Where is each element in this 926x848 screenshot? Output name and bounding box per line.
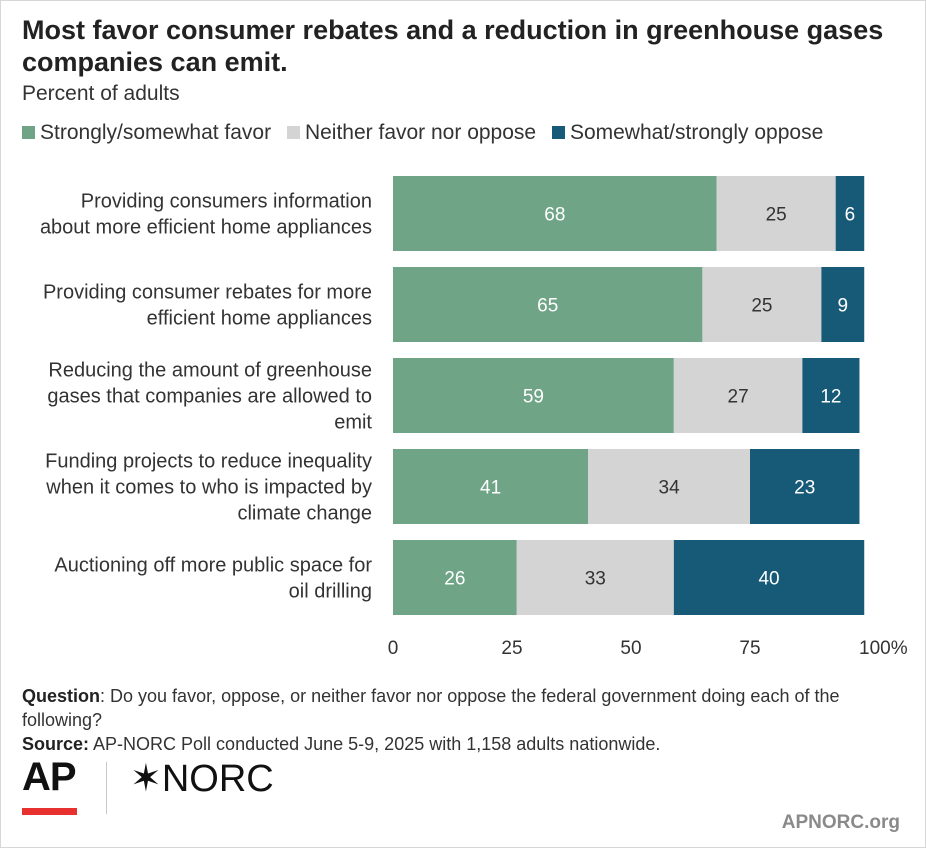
data-label: 34 [659, 478, 681, 499]
bar-segment [673, 540, 865, 615]
data-label: 23 [794, 478, 815, 499]
source-note: Source: AP-NORC Poll conducted June 5-9,… [22, 732, 902, 756]
data-label: 65 [537, 296, 558, 317]
chart-title: Most favor consumer rebates and a reduct… [22, 15, 884, 77]
norc-logo: ✶NORC [130, 758, 274, 800]
legend-label-oppose: Somewhat/strongly oppose [569, 121, 824, 144]
x-tick-label: 25 [501, 638, 522, 659]
source-label: Source: [22, 734, 90, 754]
footer-notes: Question: Do you favor, oppose, or neith… [22, 684, 902, 756]
bar-segment [702, 267, 822, 342]
bar-segment [393, 176, 717, 251]
data-label: 25 [751, 296, 772, 317]
category-label: Auctioning off more public space for oil … [54, 555, 372, 603]
x-tick-label: 75 [739, 638, 760, 659]
data-label: 9 [838, 296, 849, 317]
data-label: 41 [480, 478, 501, 499]
legend: Strongly/somewhat favor Neither favor no… [22, 121, 833, 145]
stacked-bar-chart: Providing consumers information about mor… [40, 176, 908, 659]
category-label: Reducing the amount of greenhouse gases t… [47, 360, 372, 434]
data-label: 33 [585, 569, 606, 590]
question-label: Question [22, 686, 101, 706]
data-label: 6 [845, 205, 856, 226]
category-label: Providing consumers information about mor… [40, 191, 372, 239]
data-label: 27 [728, 387, 749, 408]
legend-label-favor: Strongly/somewhat favor [40, 121, 272, 144]
chart-subtitle: Percent of adults [22, 82, 180, 105]
bar-segment [716, 176, 836, 251]
data-label: 26 [444, 569, 465, 590]
logo-divider [106, 762, 107, 814]
legend-item-favor: Strongly/somewhat favor [22, 121, 271, 145]
data-label: 59 [523, 387, 544, 408]
x-tick-label: 50 [620, 638, 641, 659]
legend-swatch-oppose [551, 126, 565, 139]
bar-segment [393, 449, 589, 524]
legend-item-oppose: Somewhat/strongly oppose [551, 121, 824, 145]
x-tick-label: 100% [859, 638, 908, 659]
bar-segment [393, 540, 517, 615]
bar-segment [516, 540, 674, 615]
legend-item-neither: Neither favor nor oppose [286, 121, 537, 145]
ap-logo-underline [22, 808, 77, 815]
data-label: 68 [544, 205, 565, 226]
data-label: 12 [820, 387, 841, 408]
data-label: 40 [758, 569, 779, 590]
source-text: AP-NORC Poll conducted June 5-9, 2025 wi… [89, 734, 661, 754]
bar-segment [393, 267, 703, 342]
website-link[interactable]: APNORC.org [781, 812, 900, 833]
legend-swatch-favor [22, 126, 35, 139]
data-label: 25 [766, 205, 787, 226]
legend-swatch-neither [286, 126, 300, 139]
bar-segment [802, 358, 860, 433]
category-label: Funding projects to reduce inequality whe… [45, 451, 372, 525]
legend-label-neither: Neither favor nor oppose [304, 121, 537, 144]
question-note: Question: Do you favor, oppose, or neith… [22, 684, 902, 732]
bar-segment [835, 176, 865, 251]
bar-segment [750, 449, 860, 524]
bar-segment [393, 358, 674, 433]
bar-segment [821, 267, 865, 342]
category-label: Providing consumer rebates for more effic… [43, 282, 372, 330]
question-text: : Do you favor, oppose, or neither favor… [22, 686, 840, 730]
x-tick-label: 0 [388, 638, 399, 659]
bar-segment [588, 449, 750, 524]
bar-segment [673, 358, 803, 433]
ap-logo: AP [22, 755, 77, 799]
